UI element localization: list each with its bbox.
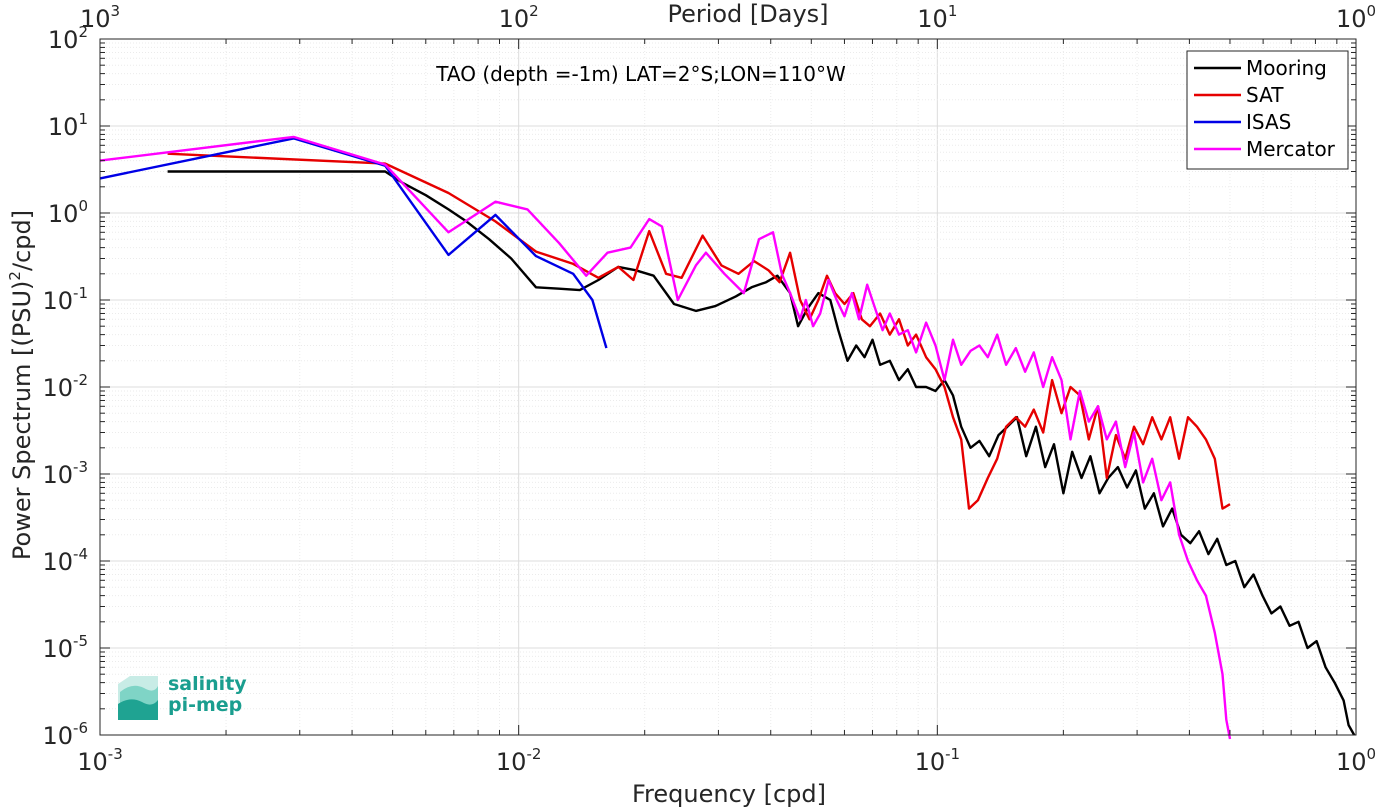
y-tick-label: 100: [48, 197, 88, 228]
x-tick-label-base: 10: [915, 748, 946, 776]
logo-text: salinity pi-mep: [168, 674, 247, 716]
y-tick-label-exp: -5: [73, 632, 88, 650]
y-axis-label-tail: /cpd]: [8, 210, 36, 271]
y-tick-label-base: 10: [42, 635, 73, 663]
x-tick-label-base: 10: [1336, 748, 1367, 776]
top-tick-label-exp: 3: [111, 2, 121, 20]
x-tick-label-base: 10: [77, 748, 108, 776]
x-axis-label: Frequency [cpd]: [632, 780, 826, 808]
top-tick-label: 100: [1336, 2, 1376, 33]
logo-line-2: pi-mep: [168, 694, 243, 716]
legend-label-sat: SAT: [1246, 83, 1284, 107]
series-line-isas: [99, 137, 608, 349]
logo-line-1: salinity: [168, 673, 247, 695]
top-axis-label: Period [Days]: [667, 0, 828, 28]
y-tick-label-base: 10: [42, 287, 73, 315]
top-tick-label-base: 10: [499, 5, 530, 33]
y-tick-label: 10-5: [42, 632, 88, 663]
y-tick-label-exp: -3: [73, 458, 88, 476]
series-line-mooring: [167, 170, 1356, 736]
axes-frame: [99, 38, 1357, 736]
x-tick-label-exp: -2: [526, 745, 541, 763]
top-tick-label-base: 10: [80, 5, 111, 33]
y-tick-label: 10-3: [42, 458, 88, 489]
salinity-pi-mep-logo: [118, 676, 158, 720]
y-tick-label-base: 10: [42, 722, 73, 750]
top-tick-label-exp: 1: [948, 2, 958, 20]
y-tick-label: 10-6: [42, 719, 88, 750]
series-lines: [99, 135, 1356, 740]
y-tick-label: 10-2: [42, 371, 88, 402]
y-tick-label-base: 10: [42, 374, 73, 402]
y-tick-label-exp: -6: [73, 719, 88, 737]
x-tick-label-exp: -3: [108, 745, 123, 763]
top-tick-label-exp: 0: [1367, 2, 1377, 20]
y-tick-label: 10-1: [42, 284, 88, 315]
y-axis-label-main: Power Spectrum [(PSU): [8, 281, 36, 560]
y-tick-label-base: 10: [48, 200, 79, 228]
y-tick-label: 102: [48, 23, 88, 54]
top-tick-label-exp: 2: [529, 2, 539, 20]
top-tick-label-base: 10: [1336, 5, 1367, 33]
top-tick-label: 101: [917, 2, 957, 33]
x-tick-label: 10-1: [915, 745, 961, 776]
top-tick-label: 103: [80, 2, 120, 33]
legend-label-isas: ISAS: [1246, 110, 1291, 134]
y-tick-label-exp: 0: [78, 197, 88, 215]
x-tick-label: 10-2: [496, 745, 542, 776]
legend-label-mercator: Mercator: [1246, 137, 1336, 161]
x-tick-label: 100: [1336, 745, 1376, 776]
y-tick-label-exp: -1: [73, 284, 88, 302]
top-tick-label-base: 10: [917, 5, 948, 33]
y-axis-label-superscript: 2: [6, 271, 24, 281]
y-tick-label: 101: [48, 110, 88, 141]
series-line-sat: [167, 152, 1231, 510]
top-tick-label: 102: [499, 2, 539, 33]
y-tick-label: 10-4: [42, 545, 88, 576]
x-tick-label: 10-3: [77, 745, 123, 776]
y-tick-label-exp: 2: [78, 23, 88, 41]
y-tick-label-base: 10: [42, 461, 73, 489]
legend-label-mooring: Mooring: [1246, 56, 1327, 80]
y-tick-label-exp: 1: [78, 110, 88, 128]
chart-title: TAO (depth =-1m) LAT=2°S;LON=110°W: [435, 62, 846, 86]
y-tick-label-base: 10: [42, 548, 73, 576]
y-tick-label-base: 10: [48, 113, 79, 141]
x-tick-label-exp: 0: [1367, 745, 1377, 763]
x-tick-label-base: 10: [496, 748, 527, 776]
y-tick-label-exp: -2: [73, 371, 88, 389]
x-tick-label-exp: -1: [945, 745, 960, 763]
legend: Mooring SAT ISAS Mercator: [1186, 50, 1349, 170]
logo-wave-front: [118, 699, 158, 720]
y-tick-label-exp: -4: [73, 545, 88, 563]
y-axis-label: Power Spectrum [(PSU)2/cpd]: [6, 210, 36, 560]
y-tick-label-base: 10: [48, 26, 79, 54]
series-line-mercator: [99, 135, 1232, 740]
